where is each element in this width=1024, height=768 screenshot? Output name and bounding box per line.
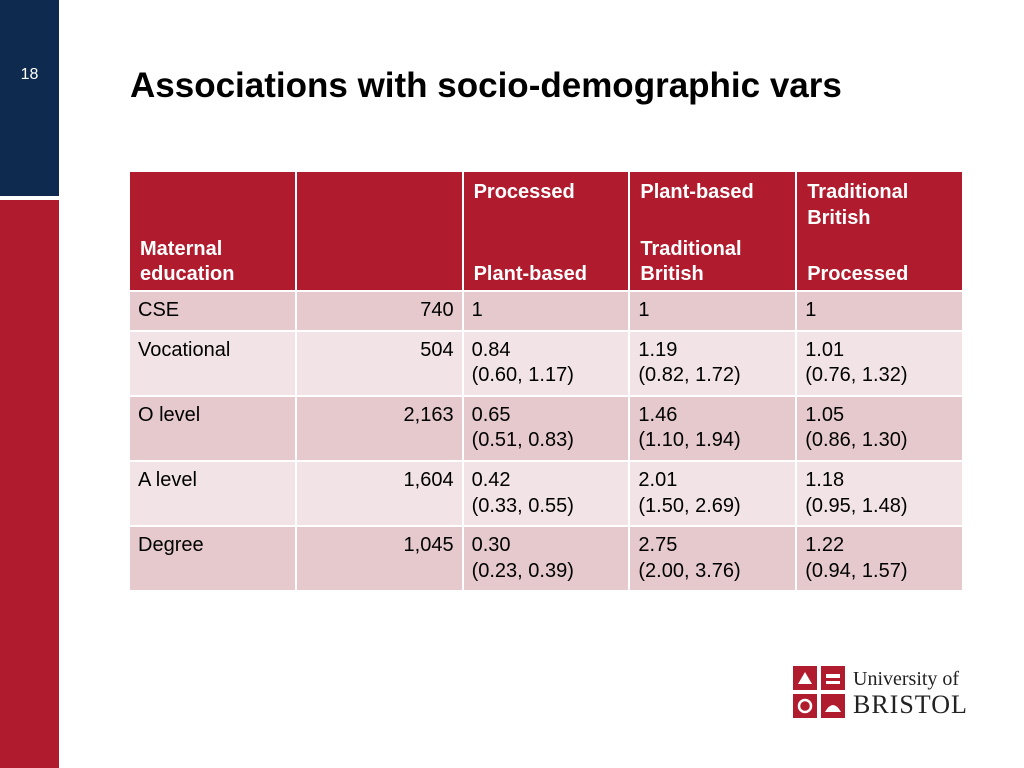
cell-processed: 0.42 (0.33, 0.55) (461, 459, 631, 528)
table-row: Vocational 504 0.84 (0.60, 1.17) 1.19 (0… (128, 329, 964, 397)
header-bottom-label: Plant-based (473, 263, 587, 286)
header-bottom-label: Maternal education (140, 237, 235, 286)
cell-traditional: 1.05 (0.86, 1.30) (795, 394, 964, 462)
logo-line-2: BRISTOL (853, 690, 968, 719)
header-processed: Processed Plant-based (461, 170, 631, 292)
cell-processed: 1 (461, 290, 631, 332)
cell-plant-based: 1.46 (1.10, 1.94) (628, 394, 798, 462)
logo-line-1: University of (853, 668, 960, 690)
row-label: Vocational (128, 329, 297, 397)
cell-plant-based: 1.19 (0.82, 1.72) (628, 329, 798, 397)
table-row: O level 2,163 0.65 (0.51, 0.83) 1.46 (1.… (128, 394, 964, 462)
header-n (294, 170, 464, 292)
header-plant-based: Plant-based Traditional British (628, 170, 798, 292)
row-n: 740 (294, 290, 464, 332)
cell-processed: 0.65 (0.51, 0.83) (461, 394, 631, 462)
header-maternal-education: Maternal education (128, 170, 297, 292)
slide-title: Associations with socio-demographic vars (130, 66, 842, 105)
cell-processed: 0.30 (0.23, 0.39) (461, 525, 631, 593)
cell-traditional: 1 (795, 290, 964, 332)
row-label: A level (128, 459, 297, 528)
slide-number: 18 (20, 66, 39, 83)
side-bar-navy (0, 0, 59, 196)
row-label: Degree (128, 525, 297, 593)
cell-plant-based: 2.75 (2.00, 3.76) (628, 525, 798, 593)
row-label: O level (128, 394, 297, 462)
university-logo: University of BRISTOL (793, 662, 973, 720)
row-n: 504 (294, 329, 464, 397)
cell-traditional: 1.18 (0.95, 1.48) (795, 459, 964, 528)
header-top-label: Plant-based (640, 181, 754, 203)
results-table: Maternal education Processed Plant-based… (128, 170, 964, 593)
side-bar-red (0, 200, 59, 768)
header-top-label: Processed (473, 181, 575, 203)
row-n: 2,163 (294, 394, 464, 462)
header-top-label: Traditional British (807, 181, 909, 229)
row-n: 1,604 (294, 459, 464, 528)
table-row: CSE 740 1 1 1 (128, 290, 964, 332)
header-bottom-label: Traditional British (640, 237, 742, 286)
cell-processed: 0.84 (0.60, 1.17) (461, 329, 631, 397)
table-header-row: Maternal education Processed Plant-based… (128, 170, 964, 292)
row-label: CSE (128, 290, 297, 332)
cell-traditional: 1.01 (0.76, 1.32) (795, 329, 964, 397)
table-row: A level 1,604 0.42 (0.33, 0.55) 2.01 (1.… (128, 459, 964, 528)
cell-plant-based: 2.01 (1.50, 2.69) (628, 459, 798, 528)
header-bottom-label: Processed (807, 263, 909, 286)
cell-plant-based: 1 (628, 290, 798, 332)
bristol-crest-icon (793, 666, 845, 718)
cell-traditional: 1.22 (0.94, 1.57) (795, 525, 964, 593)
row-n: 1,045 (294, 525, 464, 593)
table-row: Degree 1,045 0.30 (0.23, 0.39) 2.75 (2.0… (128, 525, 964, 593)
header-traditional-british: Traditional British Processed (795, 170, 964, 292)
